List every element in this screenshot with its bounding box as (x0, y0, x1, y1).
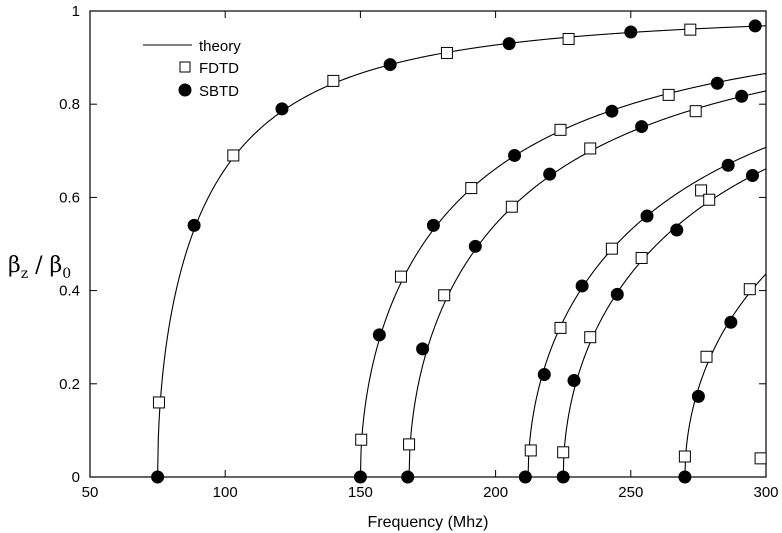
x-tick-label: 200 (483, 484, 508, 501)
fdtd-point (743, 283, 756, 296)
sbtd-point (426, 218, 440, 232)
x-tick-label: 150 (348, 484, 373, 501)
fdtd-point (227, 149, 240, 162)
data-markers (151, 19, 767, 484)
fdtd-point (438, 289, 451, 302)
sbtd-point (401, 470, 415, 484)
y-tick-label: 0.2 (59, 376, 80, 393)
fdtd-point (684, 23, 697, 36)
sbtd-point (372, 328, 386, 342)
fdtd-point (754, 452, 767, 465)
y-tick-label: 0.8 (59, 96, 80, 113)
sbtd-point (640, 209, 654, 223)
fdtd-point (524, 444, 537, 457)
sbtd-point (724, 315, 738, 329)
sbtd-point (543, 167, 557, 181)
fdtd-point (562, 32, 575, 45)
fdtd-point (403, 438, 416, 451)
sbtd-point (416, 342, 430, 356)
sbtd-point (735, 89, 749, 103)
fdtd-point (554, 321, 567, 334)
y-tick-label: 1 (72, 3, 80, 20)
fdtd-point (327, 74, 340, 87)
sbtd-point (556, 470, 570, 484)
sbtd-point (610, 287, 624, 301)
sbtd-point (537, 367, 551, 381)
sbtd-point (710, 76, 724, 90)
sbtd-point (678, 470, 692, 484)
sbtd-point (624, 25, 638, 39)
fdtd-point (703, 193, 716, 206)
fdtd-point (394, 270, 407, 283)
fdtd-point (584, 331, 597, 344)
sbtd-point (567, 374, 581, 388)
y-tick-label: 0 (72, 469, 80, 486)
y-tick-label: 0.6 (59, 189, 80, 206)
fdtd-point (584, 142, 597, 155)
theory-curve (562, 168, 767, 478)
sbtd-point (635, 120, 649, 134)
fdtd-point (355, 433, 368, 446)
x-tick-label: 50 (82, 484, 99, 501)
sbtd-point (502, 37, 516, 51)
sbtd-point (383, 58, 397, 72)
sbtd-point (721, 158, 735, 172)
fdtd-point (662, 88, 675, 101)
sbtd-point (745, 168, 759, 182)
x-tick-label: 100 (213, 484, 238, 501)
theory-curve (527, 146, 767, 478)
fdtd-point (152, 396, 165, 409)
fdtd-point (695, 184, 708, 197)
sbtd-point (748, 19, 762, 33)
legend-label-theory: theory (199, 38, 241, 55)
sbtd-point (151, 470, 165, 484)
legend-marker-sbtd (178, 83, 192, 97)
sbtd-point (353, 470, 367, 484)
sbtd-point (508, 148, 522, 162)
fdtd-point (635, 251, 648, 264)
sbtd-point (187, 218, 201, 232)
fdtd-point (700, 350, 713, 363)
legend-label-sbtd: SBTD (199, 83, 239, 100)
fdtd-point (605, 242, 618, 255)
sbtd-point (468, 239, 482, 253)
sbtd-point (691, 389, 705, 403)
fdtd-point (465, 182, 478, 195)
plot-frame (89, 10, 767, 478)
theory-curve (157, 25, 767, 478)
legend: theory FDTD SBTD (143, 38, 241, 100)
fdtd-point (554, 123, 567, 136)
fdtd-point (440, 46, 453, 59)
x-axis-label: Frequency (Mhz) (368, 514, 489, 531)
x-tick-label: 300 (753, 484, 778, 501)
y-tick-label: 0.4 (59, 283, 80, 300)
y-axis-label: βz / β0 (8, 253, 71, 282)
fdtd-point (689, 105, 702, 118)
fdtd-point (557, 446, 570, 459)
sbtd-point (605, 104, 619, 118)
legend-marker-fdtd (179, 61, 191, 73)
sbtd-point (518, 470, 532, 484)
theory-curves (157, 25, 767, 478)
sbtd-point (575, 279, 589, 293)
x-tick-label: 250 (618, 484, 643, 501)
sbtd-point (275, 102, 289, 116)
axis-ticks: 50 100 150 200 250 300 0 0.2 0.4 0.6 0.8 1 (59, 3, 778, 501)
sbtd-point (670, 223, 684, 237)
legend-label-fdtd: FDTD (199, 60, 239, 77)
theory-curve (684, 273, 767, 478)
fdtd-point (678, 450, 691, 463)
fdtd-point (505, 200, 518, 213)
